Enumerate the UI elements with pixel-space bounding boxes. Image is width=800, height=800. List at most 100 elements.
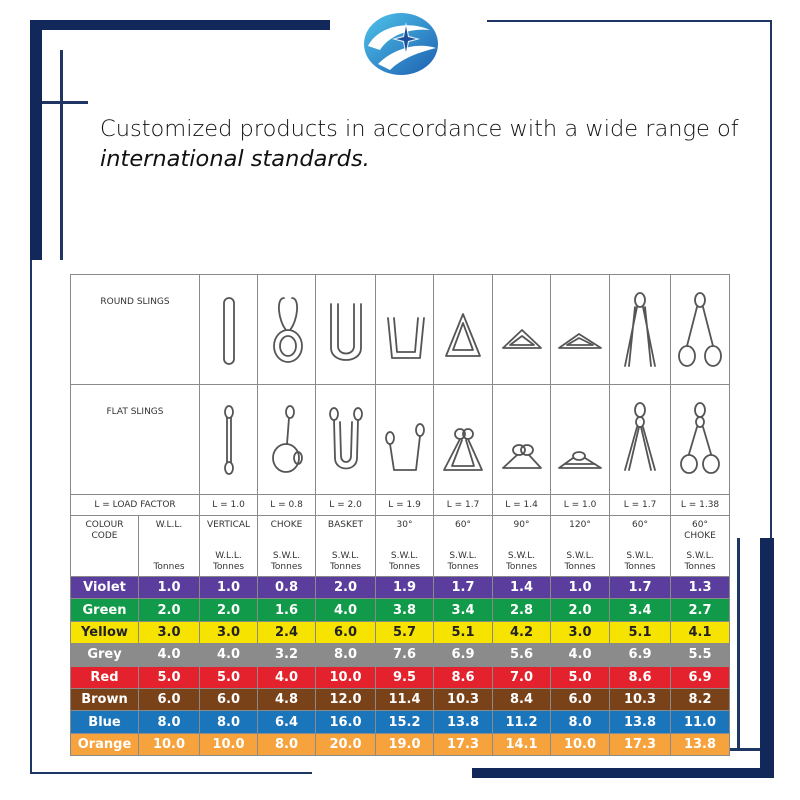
frame-bottom-right-thick-bar xyxy=(472,768,774,778)
col-header-top: 60° xyxy=(632,520,648,530)
capacity-value-cell: 8.0 xyxy=(315,643,376,667)
capacity-value-cell: 10.3 xyxy=(609,687,671,712)
capacity-value-cell: 0.8 xyxy=(257,575,316,600)
col-header-top: CHOKE xyxy=(684,531,716,541)
frame-left-thin-bar xyxy=(60,50,63,260)
capacity-value-cell: 14.1 xyxy=(492,732,551,757)
capacity-value-cell: 4.8 xyxy=(257,687,316,712)
capacity-value-cell: 10.0 xyxy=(199,732,258,757)
col-header-bottom: W.L.L. xyxy=(215,551,242,561)
headline-line-1: Customized products in accordance with a… xyxy=(100,116,739,142)
capacity-value-cell: 3.8 xyxy=(375,598,434,622)
col-header-bottom: S.W.L. xyxy=(331,551,360,561)
choke-loop-icon xyxy=(257,274,316,385)
capacity-value-cell: 10.0 xyxy=(138,732,200,757)
capacity-value-cell: 17.3 xyxy=(433,732,493,757)
flat-choke-icon xyxy=(257,384,316,495)
capacity-value-cell: 4.0 xyxy=(138,643,200,667)
colour-row-violet: Violet 1.0 1.0 0.8 2.0 1.9 1.7 1.4 1.0 1.7 1.3 xyxy=(70,575,730,600)
capacity-value-cell: 8.4 xyxy=(492,687,551,712)
col-header-bottom: Tonnes xyxy=(684,562,716,572)
frame-bottom-left-line xyxy=(30,772,312,774)
flat-two-leg-icon xyxy=(609,384,671,495)
load-factor-cell: L = 2.0 xyxy=(315,494,376,516)
frame-right-line xyxy=(770,20,772,538)
basket-u-icon xyxy=(315,274,376,385)
colour-row-orange: Orange 10.0 10.0 8.0 20.0 19.0 17.3 14.1 10.0 17.… xyxy=(70,732,730,757)
col-header-bottom: Tonnes xyxy=(505,562,538,572)
load-factor-cell: L = 1.0 xyxy=(199,494,258,516)
capacity-value-cell: 10.0 xyxy=(315,665,376,689)
capacity-value-cell: 8.6 xyxy=(433,665,493,689)
wll-header-top: W.L.L. xyxy=(155,520,183,530)
capacity-value-cell: 1.0 xyxy=(550,575,610,600)
flat-slings-label: FLAT SLINGS xyxy=(70,384,200,495)
capacity-value-cell: 4.1 xyxy=(670,620,730,645)
capacity-value-cell: 1.4 xyxy=(492,575,551,600)
capacity-value-cell: 3.4 xyxy=(609,598,671,622)
capacity-value-cell: 6.0 xyxy=(138,687,200,712)
capacity-value-cell: 17.3 xyxy=(609,732,671,757)
col-header-bottom: Tonnes xyxy=(329,562,362,572)
capacity-value-cell: 2.8 xyxy=(492,598,551,622)
colour-name-cell: Red xyxy=(70,665,139,689)
colour-data-body: Violet 1.0 1.0 0.8 2.0 1.9 1.7 1.4 1.0 1.7 1.3 Gree… xyxy=(70,575,730,757)
round-slings-label: ROUND SLINGS xyxy=(70,274,200,385)
frame-left-thick-bar xyxy=(30,20,42,260)
capacity-value-cell: 16.0 xyxy=(315,710,376,734)
col-header-top: CHOKE xyxy=(270,520,303,530)
capacity-value-cell: 8.0 xyxy=(138,710,200,734)
capacity-value-cell: 13.8 xyxy=(433,710,493,734)
col-header-bottom: Tonnes xyxy=(388,562,421,572)
capacity-value-cell: 12.0 xyxy=(315,687,376,712)
capacity-value-cell: 4.2 xyxy=(492,620,551,645)
capacity-value-cell: 10.3 xyxy=(433,687,493,712)
capacity-value-cell: 3.0 xyxy=(550,620,610,645)
col-header-top: 120° xyxy=(569,520,591,530)
col-header-bottom: Tonnes xyxy=(564,562,596,572)
capacity-value-cell: 4.0 xyxy=(550,643,610,667)
capacity-value-cell: 4.0 xyxy=(257,665,316,689)
capacity-value-cell: 1.0 xyxy=(199,575,258,600)
col-header: 60° S.W.L. Tonnes xyxy=(609,515,671,577)
frame-right-thick-bar xyxy=(760,538,774,778)
frame-right-cross-bar xyxy=(716,748,760,751)
colour-row-red: Red 5.0 5.0 4.0 10.0 9.5 8.6 7.0 5.0 8.6 6.9 xyxy=(70,665,730,689)
load-factor-cell: L = 1.7 xyxy=(433,494,493,516)
capacity-value-cell: 15.2 xyxy=(375,710,434,734)
colour-name-cell: Grey xyxy=(70,643,139,667)
column-header-row: COLOUR CODE W.L.L. Tonnes VERTICAL W.L.L. To… xyxy=(70,515,730,577)
capacity-value-cell: 8.2 xyxy=(670,687,730,712)
capacity-value-cell: 11.2 xyxy=(492,710,551,734)
frame-right-thin-bar xyxy=(737,538,740,750)
capacity-value-cell: 7.0 xyxy=(492,665,551,689)
colour-code-header: COLOUR CODE xyxy=(70,515,139,577)
frame-left-cross-bar xyxy=(42,101,88,104)
capacity-value-cell: 3.0 xyxy=(199,620,258,645)
flat-120-icon xyxy=(550,384,610,495)
flat-60-icon xyxy=(433,384,493,495)
col-header: BASKET S.W.L. Tonnes xyxy=(315,515,376,577)
capacity-value-cell: 1.9 xyxy=(375,575,434,600)
flat-slings-row: FLAT SLINGS xyxy=(70,384,730,495)
colour-name-cell: Violet xyxy=(70,575,139,600)
capacity-value-cell: 3.0 xyxy=(138,620,200,645)
capacity-value-cell: 5.7 xyxy=(375,620,434,645)
capacity-value-cell: 6.9 xyxy=(670,665,730,689)
load-factor-cell: L = 1.7 xyxy=(609,494,671,516)
basket-60-icon xyxy=(433,274,493,385)
capacity-value-cell: 6.0 xyxy=(199,687,258,712)
capacity-value-cell: 9.5 xyxy=(375,665,434,689)
capacity-value-cell: 3.2 xyxy=(257,643,316,667)
capacity-value-cell: 2.0 xyxy=(199,598,258,622)
capacity-value-cell: 20.0 xyxy=(315,732,376,757)
headline: Customized products in accordance with a… xyxy=(100,114,760,174)
capacity-value-cell: 1.7 xyxy=(433,575,493,600)
capacity-value-cell: 8.0 xyxy=(550,710,610,734)
load-factor-cell: L = 1.0 xyxy=(550,494,610,516)
colour-name-cell: Blue xyxy=(70,710,139,734)
capacity-value-cell: 2.0 xyxy=(315,575,376,600)
basket-90-icon xyxy=(492,274,551,385)
capacity-value-cell: 6.0 xyxy=(315,620,376,645)
capacity-value-cell: 6.4 xyxy=(257,710,316,734)
